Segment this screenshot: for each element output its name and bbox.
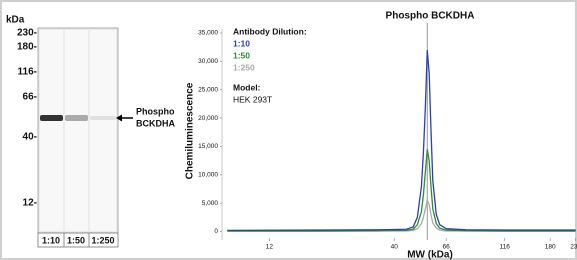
legend-entry: 1:250 [233, 62, 255, 72]
y-axis-label: Chemiluminescence [185, 82, 196, 179]
band-label: Phospho [136, 106, 175, 116]
marker-label: 66- [23, 92, 37, 103]
annotation: HEK 293T [233, 94, 272, 104]
lane-label: 1:50 [67, 235, 85, 245]
x-tick-label: 180 [545, 244, 556, 251]
x-tick-label: 40 [391, 244, 399, 251]
lane-label: 1:10 [42, 235, 60, 245]
lane [90, 30, 116, 231]
legend-entry: 1:10 [233, 38, 250, 48]
band-label: BCKDHA [136, 118, 175, 128]
y-tick-label: 30,000 [198, 58, 218, 65]
blot-unit: kDa [6, 15, 25, 26]
lane [40, 30, 63, 231]
band [90, 116, 116, 120]
legend-entry: 1:50 [233, 50, 250, 60]
chart-title: Phospho BCKDHA [386, 11, 475, 22]
y-tick-label: 5,000 [202, 200, 219, 207]
band [65, 115, 88, 121]
band [40, 115, 63, 121]
marker-label: 180- [17, 42, 37, 53]
marker-label: 12- [23, 198, 37, 209]
y-tick-label: 0 [214, 228, 218, 235]
annotation: Model: [233, 82, 261, 92]
y-tick-label: 25,000 [198, 86, 218, 93]
y-tick-label: 15,000 [198, 143, 218, 150]
lane-label: 1:250 [91, 235, 114, 245]
page: kDa 230- 180- 116- 66- 40- 12- 1:10 1:50… [0, 0, 577, 260]
x-tick-label: 230 [570, 244, 577, 251]
x-tick-label: 66 [443, 244, 451, 251]
x-axis-label: MW (kDa) [407, 250, 453, 260]
figure: kDa 230- 180- 116- 66- 40- 12- 1:10 1:50… [0, 0, 577, 260]
y-tick-label: 20,000 [198, 115, 218, 122]
lane [65, 30, 88, 231]
y-tick-label: 35,000 [198, 30, 218, 37]
marker-label: 116- [18, 67, 37, 78]
x-tick-label: 116 [499, 244, 510, 251]
legend-title: Antibody Dilution: [233, 26, 307, 36]
marker-label: 40- [23, 132, 37, 143]
marker-label: 230- [17, 28, 37, 39]
y-tick-label: 10,000 [198, 171, 218, 178]
x-tick-label: 12 [266, 244, 274, 251]
